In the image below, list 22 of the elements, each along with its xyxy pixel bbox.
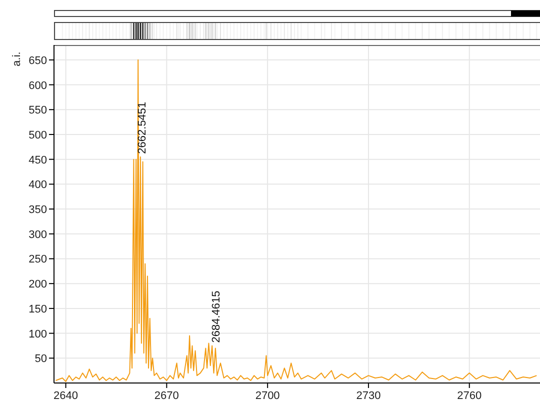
y-tick-label: 550: [28, 104, 47, 117]
y-tick-label: 100: [28, 328, 47, 340]
x-tick-label: 2700: [255, 390, 280, 402]
line-series: [55, 59, 538, 382]
annotation: 2684.4615: [210, 290, 222, 343]
y-tick-label: 400: [28, 179, 47, 192]
y-tick-label: 150: [28, 303, 47, 316]
x-tick-label: 2670: [154, 390, 179, 402]
x-tick-label: 2640: [54, 390, 78, 402]
y-tick-label: 500: [28, 129, 47, 142]
x-tick-label: 2730: [356, 390, 381, 402]
y-axis-title: a.i.: [11, 52, 23, 66]
y-tick-label: 450: [28, 154, 47, 166]
y-tick-label: 350: [28, 204, 47, 216]
annotation: 2662.5451: [136, 102, 149, 154]
y-tick-label: 200: [28, 278, 47, 291]
y-tick-label: 50: [34, 353, 47, 366]
y-tick-label: 650: [28, 54, 47, 67]
x-tick-label: 2760: [457, 390, 482, 402]
y-tick-label: 250: [28, 254, 47, 266]
y-tick-label: 600: [28, 80, 47, 92]
y-tick-label: 300: [28, 228, 47, 241]
